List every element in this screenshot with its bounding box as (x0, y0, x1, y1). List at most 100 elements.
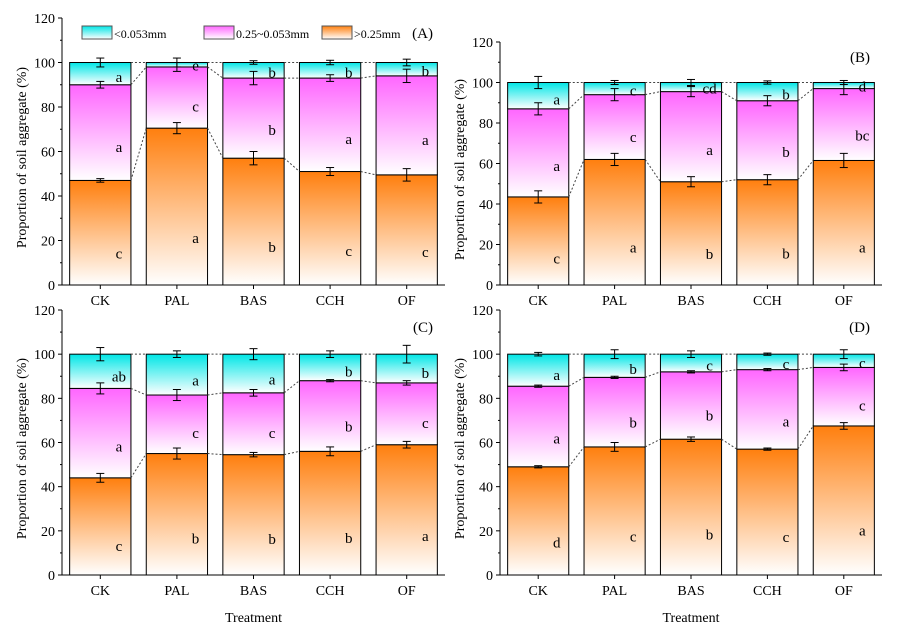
significance-letter-small: b (268, 66, 276, 82)
legend-label: 0.25~0.053mm (236, 27, 310, 41)
significance-letter-small: cd (702, 81, 717, 97)
significance-letter-small: a (553, 368, 560, 384)
bar-segment-large (812, 425, 875, 576)
bar-segment-mid (812, 88, 875, 161)
bar-segment-mid (583, 94, 646, 160)
y-tick-label: 80 (41, 392, 55, 407)
x-tick-label: BAS (677, 584, 704, 599)
y-tick-label: 40 (479, 198, 493, 213)
y-tick-label: 0 (486, 569, 493, 584)
y-tick-label: 80 (41, 101, 55, 116)
y-tick-label: 120 (472, 304, 493, 319)
y-tick-label: 40 (41, 190, 55, 205)
connector-line (207, 392, 223, 396)
significance-letter-mid: a (422, 133, 429, 149)
connector-line (645, 91, 661, 96)
bar-segment-large (507, 466, 570, 576)
y-tick-label: 100 (472, 77, 493, 92)
connector-line (644, 159, 661, 183)
bar-segment-large (145, 127, 209, 286)
significance-letter-mid: a (116, 140, 123, 156)
legend-swatch (81, 25, 113, 40)
y-tick-label: 20 (41, 235, 55, 250)
connector-line (797, 366, 814, 371)
y-tick-label: 120 (34, 12, 55, 27)
significance-letter-mid: b (629, 416, 637, 432)
bar-segment-large (659, 438, 723, 576)
significance-letter-small: a (269, 372, 276, 388)
bar-segment-large (583, 446, 646, 576)
significance-letter-mid: b (345, 420, 353, 436)
y-axis-label: Proportion of soil aggregate (%) (453, 79, 468, 261)
y-axis-label: Proportion of soil aggregate (%) (15, 358, 30, 540)
significance-letter-large: a (192, 231, 199, 247)
y-tick-label: 80 (479, 117, 493, 132)
bar-segment-small (145, 353, 209, 396)
significance-letter-large: b (192, 532, 200, 548)
x-tick-label: CCH (753, 294, 782, 309)
connector-line (721, 438, 738, 450)
significance-letter-small: a (192, 374, 199, 390)
y-tick-label: 100 (34, 57, 55, 72)
y-axis-label: Proportion of soil aggregate (%) (15, 67, 30, 249)
significance-letter-small: c (706, 359, 713, 375)
legend-swatch (203, 25, 235, 40)
y-tick-label: 80 (479, 392, 493, 407)
significance-letter-large: b (706, 247, 714, 263)
x-tick-label: BAS (240, 294, 267, 309)
significance-letter-large: a (859, 523, 866, 539)
connector-line (721, 179, 737, 183)
x-axis-label: Treatment (225, 611, 282, 626)
significance-letter-small: b (422, 366, 430, 382)
significance-letter-small: c (630, 83, 637, 99)
x-tick-label: CK (91, 584, 110, 599)
bar-segment-mid (736, 369, 799, 450)
x-tick-label: PAL (164, 294, 189, 309)
bar-segment-mid (145, 66, 209, 129)
significance-letter-small: b (629, 362, 637, 378)
significance-letter-large: c (553, 252, 560, 268)
x-tick-label: CCH (316, 294, 345, 309)
connector-line (360, 171, 377, 176)
y-tick-label: 120 (472, 36, 493, 51)
connector-line (130, 66, 147, 86)
bar-segment-mid (507, 108, 570, 198)
bar-segment-mid (222, 77, 285, 159)
significance-letter-mid: c (859, 398, 866, 414)
bar-segment-large (375, 444, 438, 576)
significance-letter-large: b (706, 527, 714, 543)
significance-letter-mid: c (422, 416, 429, 432)
panel-label: (C) (413, 320, 433, 336)
x-tick-label: OF (398, 294, 416, 309)
connector-line (797, 88, 814, 102)
legend-swatch (321, 25, 353, 40)
connector-line (644, 438, 661, 448)
connector-line (207, 453, 223, 456)
bar-segment-large (69, 477, 132, 576)
significance-letter-large: c (116, 539, 123, 555)
bar-segment-large (375, 174, 438, 286)
y-tick-label: 60 (41, 437, 55, 452)
significance-letter-small: c (783, 357, 790, 373)
significance-letter-small: b (422, 64, 430, 80)
x-tick-label: CCH (753, 584, 782, 599)
connector-line (797, 160, 814, 181)
significance-letter-mid: a (553, 432, 560, 448)
significance-letter-mid: b (268, 123, 276, 139)
bar-segment-large (507, 196, 570, 286)
y-tick-label: 20 (479, 525, 493, 540)
y-tick-label: 20 (41, 525, 55, 540)
y-tick-label: 120 (34, 304, 55, 319)
significance-letter-small: b (345, 66, 353, 82)
significance-letter-large: c (345, 244, 352, 260)
significance-letter-mid: a (553, 159, 560, 175)
bar-segment-mid (659, 371, 723, 440)
significance-letter-small: ab (112, 369, 126, 385)
significance-letter-small: c (859, 356, 866, 372)
significance-letter-large: b (345, 531, 353, 547)
bar-segment-large (298, 171, 362, 286)
significance-letter-mid: c (192, 100, 199, 116)
connector-line (568, 94, 585, 110)
bar-segment-large (145, 453, 209, 576)
